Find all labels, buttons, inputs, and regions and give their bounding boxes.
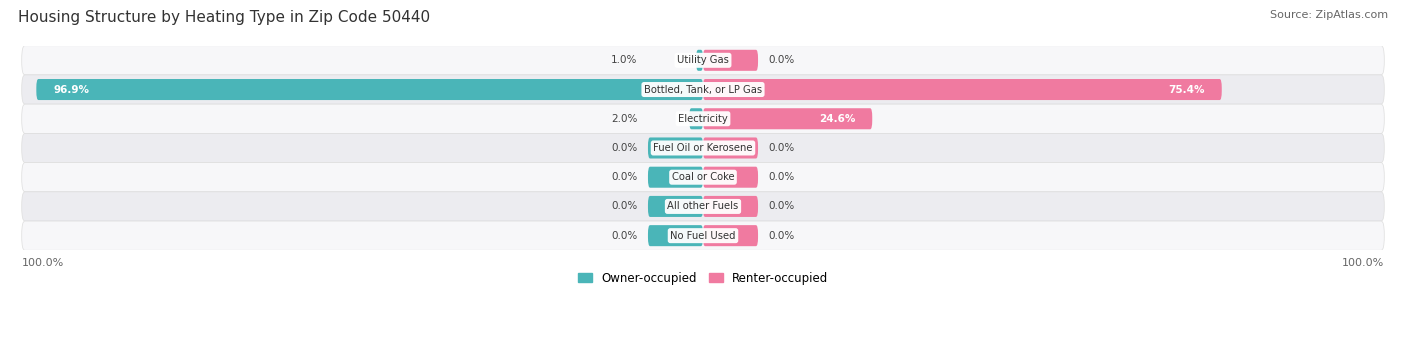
FancyBboxPatch shape — [21, 221, 1385, 250]
FancyBboxPatch shape — [21, 192, 1385, 221]
Text: No Fuel Used: No Fuel Used — [671, 231, 735, 241]
FancyBboxPatch shape — [648, 196, 703, 217]
FancyBboxPatch shape — [648, 225, 703, 246]
FancyBboxPatch shape — [703, 50, 758, 71]
Text: 0.0%: 0.0% — [768, 172, 794, 182]
FancyBboxPatch shape — [648, 167, 703, 188]
Text: 0.0%: 0.0% — [612, 231, 638, 241]
FancyBboxPatch shape — [703, 79, 1222, 100]
FancyBboxPatch shape — [21, 133, 1385, 163]
Text: Housing Structure by Heating Type in Zip Code 50440: Housing Structure by Heating Type in Zip… — [18, 10, 430, 25]
Text: All other Fuels: All other Fuels — [668, 202, 738, 211]
Text: Coal or Coke: Coal or Coke — [672, 172, 734, 182]
FancyBboxPatch shape — [648, 137, 703, 159]
Text: Utility Gas: Utility Gas — [678, 55, 728, 65]
Text: Bottled, Tank, or LP Gas: Bottled, Tank, or LP Gas — [644, 85, 762, 94]
FancyBboxPatch shape — [703, 196, 758, 217]
Text: 0.0%: 0.0% — [768, 231, 794, 241]
FancyBboxPatch shape — [703, 137, 758, 159]
Text: 96.9%: 96.9% — [53, 85, 90, 94]
Text: 0.0%: 0.0% — [768, 55, 794, 65]
FancyBboxPatch shape — [37, 79, 703, 100]
FancyBboxPatch shape — [703, 108, 872, 129]
FancyBboxPatch shape — [21, 75, 1385, 104]
FancyBboxPatch shape — [703, 167, 758, 188]
FancyBboxPatch shape — [21, 163, 1385, 192]
Text: 0.0%: 0.0% — [612, 172, 638, 182]
Text: 75.4%: 75.4% — [1168, 85, 1205, 94]
Text: 2.0%: 2.0% — [612, 114, 638, 124]
Text: 100.0%: 100.0% — [22, 257, 65, 268]
Text: Fuel Oil or Kerosene: Fuel Oil or Kerosene — [654, 143, 752, 153]
FancyBboxPatch shape — [21, 46, 1385, 75]
Text: Electricity: Electricity — [678, 114, 728, 124]
Text: 24.6%: 24.6% — [818, 114, 855, 124]
Text: 0.0%: 0.0% — [768, 202, 794, 211]
FancyBboxPatch shape — [689, 108, 703, 129]
Legend: Owner-occupied, Renter-occupied: Owner-occupied, Renter-occupied — [572, 267, 834, 290]
Text: 0.0%: 0.0% — [768, 143, 794, 153]
Text: 0.0%: 0.0% — [612, 143, 638, 153]
Text: 0.0%: 0.0% — [612, 202, 638, 211]
Text: 1.0%: 1.0% — [612, 55, 638, 65]
Text: 100.0%: 100.0% — [1341, 257, 1384, 268]
FancyBboxPatch shape — [21, 104, 1385, 133]
FancyBboxPatch shape — [696, 50, 703, 71]
FancyBboxPatch shape — [703, 225, 758, 246]
Text: Source: ZipAtlas.com: Source: ZipAtlas.com — [1270, 10, 1388, 20]
